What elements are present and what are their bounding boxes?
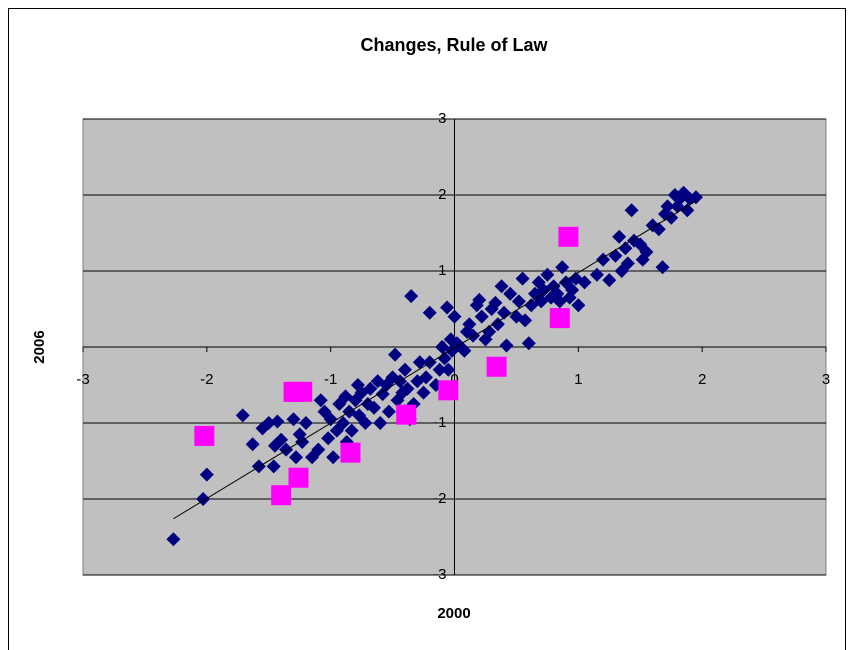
point — [490, 317, 505, 332]
y-tick-label: 1 — [438, 262, 446, 279]
y-tick-label: -2 — [433, 490, 446, 507]
y-tick-label: -1 — [433, 414, 446, 431]
point — [194, 425, 215, 446]
point — [336, 416, 351, 430]
point — [558, 226, 579, 247]
point — [612, 229, 627, 244]
point — [166, 532, 181, 547]
point — [639, 245, 654, 259]
chart-title: Changes, Rule of Law — [360, 35, 548, 55]
point — [499, 338, 514, 353]
point — [270, 414, 285, 429]
x-axis-label: 2000 — [437, 605, 470, 622]
point — [549, 308, 570, 329]
trendline — [173, 200, 697, 520]
point — [441, 362, 456, 377]
point — [511, 294, 526, 309]
point — [624, 203, 639, 218]
point — [286, 412, 301, 427]
point — [602, 273, 617, 288]
point — [596, 252, 611, 267]
x-tick-label: -1 — [324, 371, 337, 388]
x-tick-label: 3 — [822, 371, 830, 388]
point — [521, 336, 536, 351]
point — [279, 442, 294, 457]
y-tick-label: 3 — [438, 110, 446, 127]
point — [323, 412, 338, 427]
point — [288, 467, 309, 488]
point — [274, 432, 289, 447]
point — [397, 362, 412, 377]
point — [326, 450, 341, 465]
point — [571, 298, 586, 313]
point — [503, 286, 518, 301]
point — [373, 416, 388, 430]
point — [292, 381, 313, 402]
x-tick-label: 2 — [698, 371, 706, 388]
point — [680, 203, 695, 218]
point — [577, 275, 592, 290]
point — [321, 431, 336, 446]
point — [457, 343, 472, 358]
point — [447, 309, 462, 324]
point — [412, 355, 427, 370]
point — [472, 292, 487, 307]
point — [400, 381, 415, 396]
point — [438, 380, 459, 401]
point — [381, 404, 396, 419]
point — [432, 362, 447, 377]
point — [486, 356, 507, 377]
point — [245, 437, 260, 452]
point — [565, 283, 580, 297]
point — [271, 485, 292, 506]
point — [482, 324, 497, 339]
x-tick-label: -2 — [200, 371, 213, 388]
y-tick-label: 2 — [438, 186, 446, 203]
point — [488, 295, 503, 310]
point — [261, 416, 276, 430]
point — [396, 404, 417, 425]
point — [313, 393, 328, 408]
point — [266, 459, 281, 474]
point — [589, 267, 604, 282]
x-tick-label: 1 — [574, 371, 582, 388]
point — [422, 305, 437, 320]
point — [404, 289, 419, 304]
point — [363, 381, 378, 396]
point — [474, 309, 489, 324]
point — [655, 260, 670, 275]
point — [298, 416, 313, 430]
point — [235, 408, 250, 423]
point — [311, 442, 326, 457]
point — [416, 385, 431, 400]
point — [340, 442, 361, 463]
point — [555, 260, 570, 275]
y-tick-label: -3 — [433, 566, 446, 583]
x-tick-label: -3 — [76, 371, 89, 388]
point — [288, 450, 303, 465]
point — [618, 241, 633, 256]
point — [419, 370, 434, 385]
point — [462, 317, 477, 332]
point — [437, 351, 452, 366]
point — [199, 467, 214, 482]
point — [515, 271, 530, 286]
point — [422, 355, 437, 370]
point — [518, 313, 533, 328]
point — [540, 267, 555, 282]
y-axis-label: 2006 — [31, 330, 48, 363]
point — [358, 416, 373, 430]
point — [388, 347, 403, 362]
point — [367, 400, 382, 415]
point — [494, 279, 509, 294]
point — [440, 300, 455, 315]
point — [620, 256, 635, 271]
point — [660, 199, 675, 214]
point — [688, 190, 703, 205]
point — [344, 423, 359, 438]
point — [497, 305, 512, 320]
